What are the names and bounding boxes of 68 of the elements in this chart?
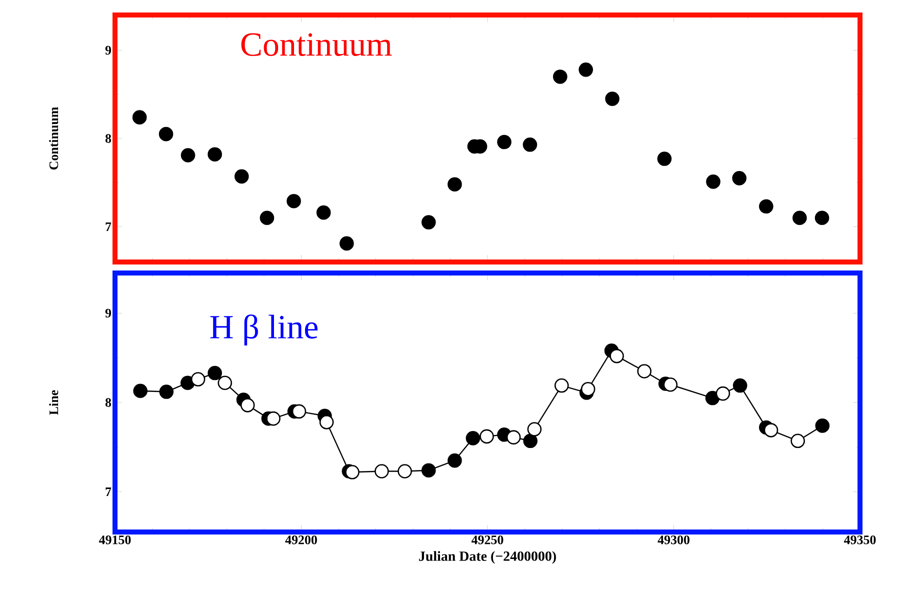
x-tick-label: 49300 [658, 536, 690, 544]
point [374, 464, 389, 478]
point [240, 398, 255, 412]
point [637, 364, 652, 378]
point [345, 465, 360, 480]
point [266, 411, 280, 426]
y-tick-label: 9 [105, 46, 112, 55]
point [790, 434, 805, 448]
point [792, 210, 807, 226]
point [319, 414, 334, 430]
point [260, 210, 274, 226]
point [497, 134, 512, 150]
point [190, 372, 206, 386]
y-tick-label: 9 [105, 308, 112, 318]
point [732, 378, 748, 393]
point [506, 430, 521, 444]
annotation: Continuum [241, 33, 392, 56]
point [705, 390, 720, 406]
point [815, 418, 830, 433]
y-tick-label: 8 [105, 134, 112, 143]
annotation: H β line [210, 314, 318, 346]
point [340, 236, 354, 251]
point [218, 376, 232, 390]
point [553, 70, 568, 84]
point [814, 210, 830, 226]
point [234, 169, 249, 184]
x-tick-label: 49200 [285, 536, 317, 544]
point [610, 348, 624, 364]
y-tick-label: 8 [105, 398, 112, 407]
y-tick-label: 7 [106, 488, 112, 496]
point [133, 384, 148, 398]
point [580, 382, 596, 396]
point [159, 384, 174, 399]
point [316, 205, 331, 220]
x-tick-label: 49350 [844, 536, 876, 544]
point [208, 366, 222, 380]
point [758, 199, 774, 214]
point [605, 92, 620, 106]
point [732, 171, 746, 186]
point [292, 404, 306, 419]
point [422, 215, 436, 230]
point [132, 110, 147, 124]
point [522, 138, 538, 152]
point [578, 62, 593, 77]
y-axis-title: Continuum [49, 107, 58, 170]
point [523, 434, 538, 448]
point [286, 194, 301, 208]
point [466, 431, 480, 446]
point [657, 152, 672, 166]
point [398, 464, 412, 478]
point [716, 386, 730, 401]
point [480, 429, 494, 444]
point [180, 148, 196, 162]
point [663, 377, 678, 392]
x-axis-title: Julian Date (−2400000) [419, 551, 556, 564]
point [527, 422, 542, 436]
point [422, 463, 436, 478]
point [448, 453, 462, 468]
point [158, 126, 174, 142]
point [764, 423, 778, 438]
point [706, 174, 720, 189]
point [208, 147, 222, 162]
y-axis-title: Line [49, 390, 58, 415]
x-tick-label: 49250 [471, 536, 504, 544]
point [554, 378, 569, 393]
y-tick-label: 7 [106, 222, 112, 231]
x-tick-label: 49150 [98, 536, 131, 544]
point [448, 177, 462, 192]
